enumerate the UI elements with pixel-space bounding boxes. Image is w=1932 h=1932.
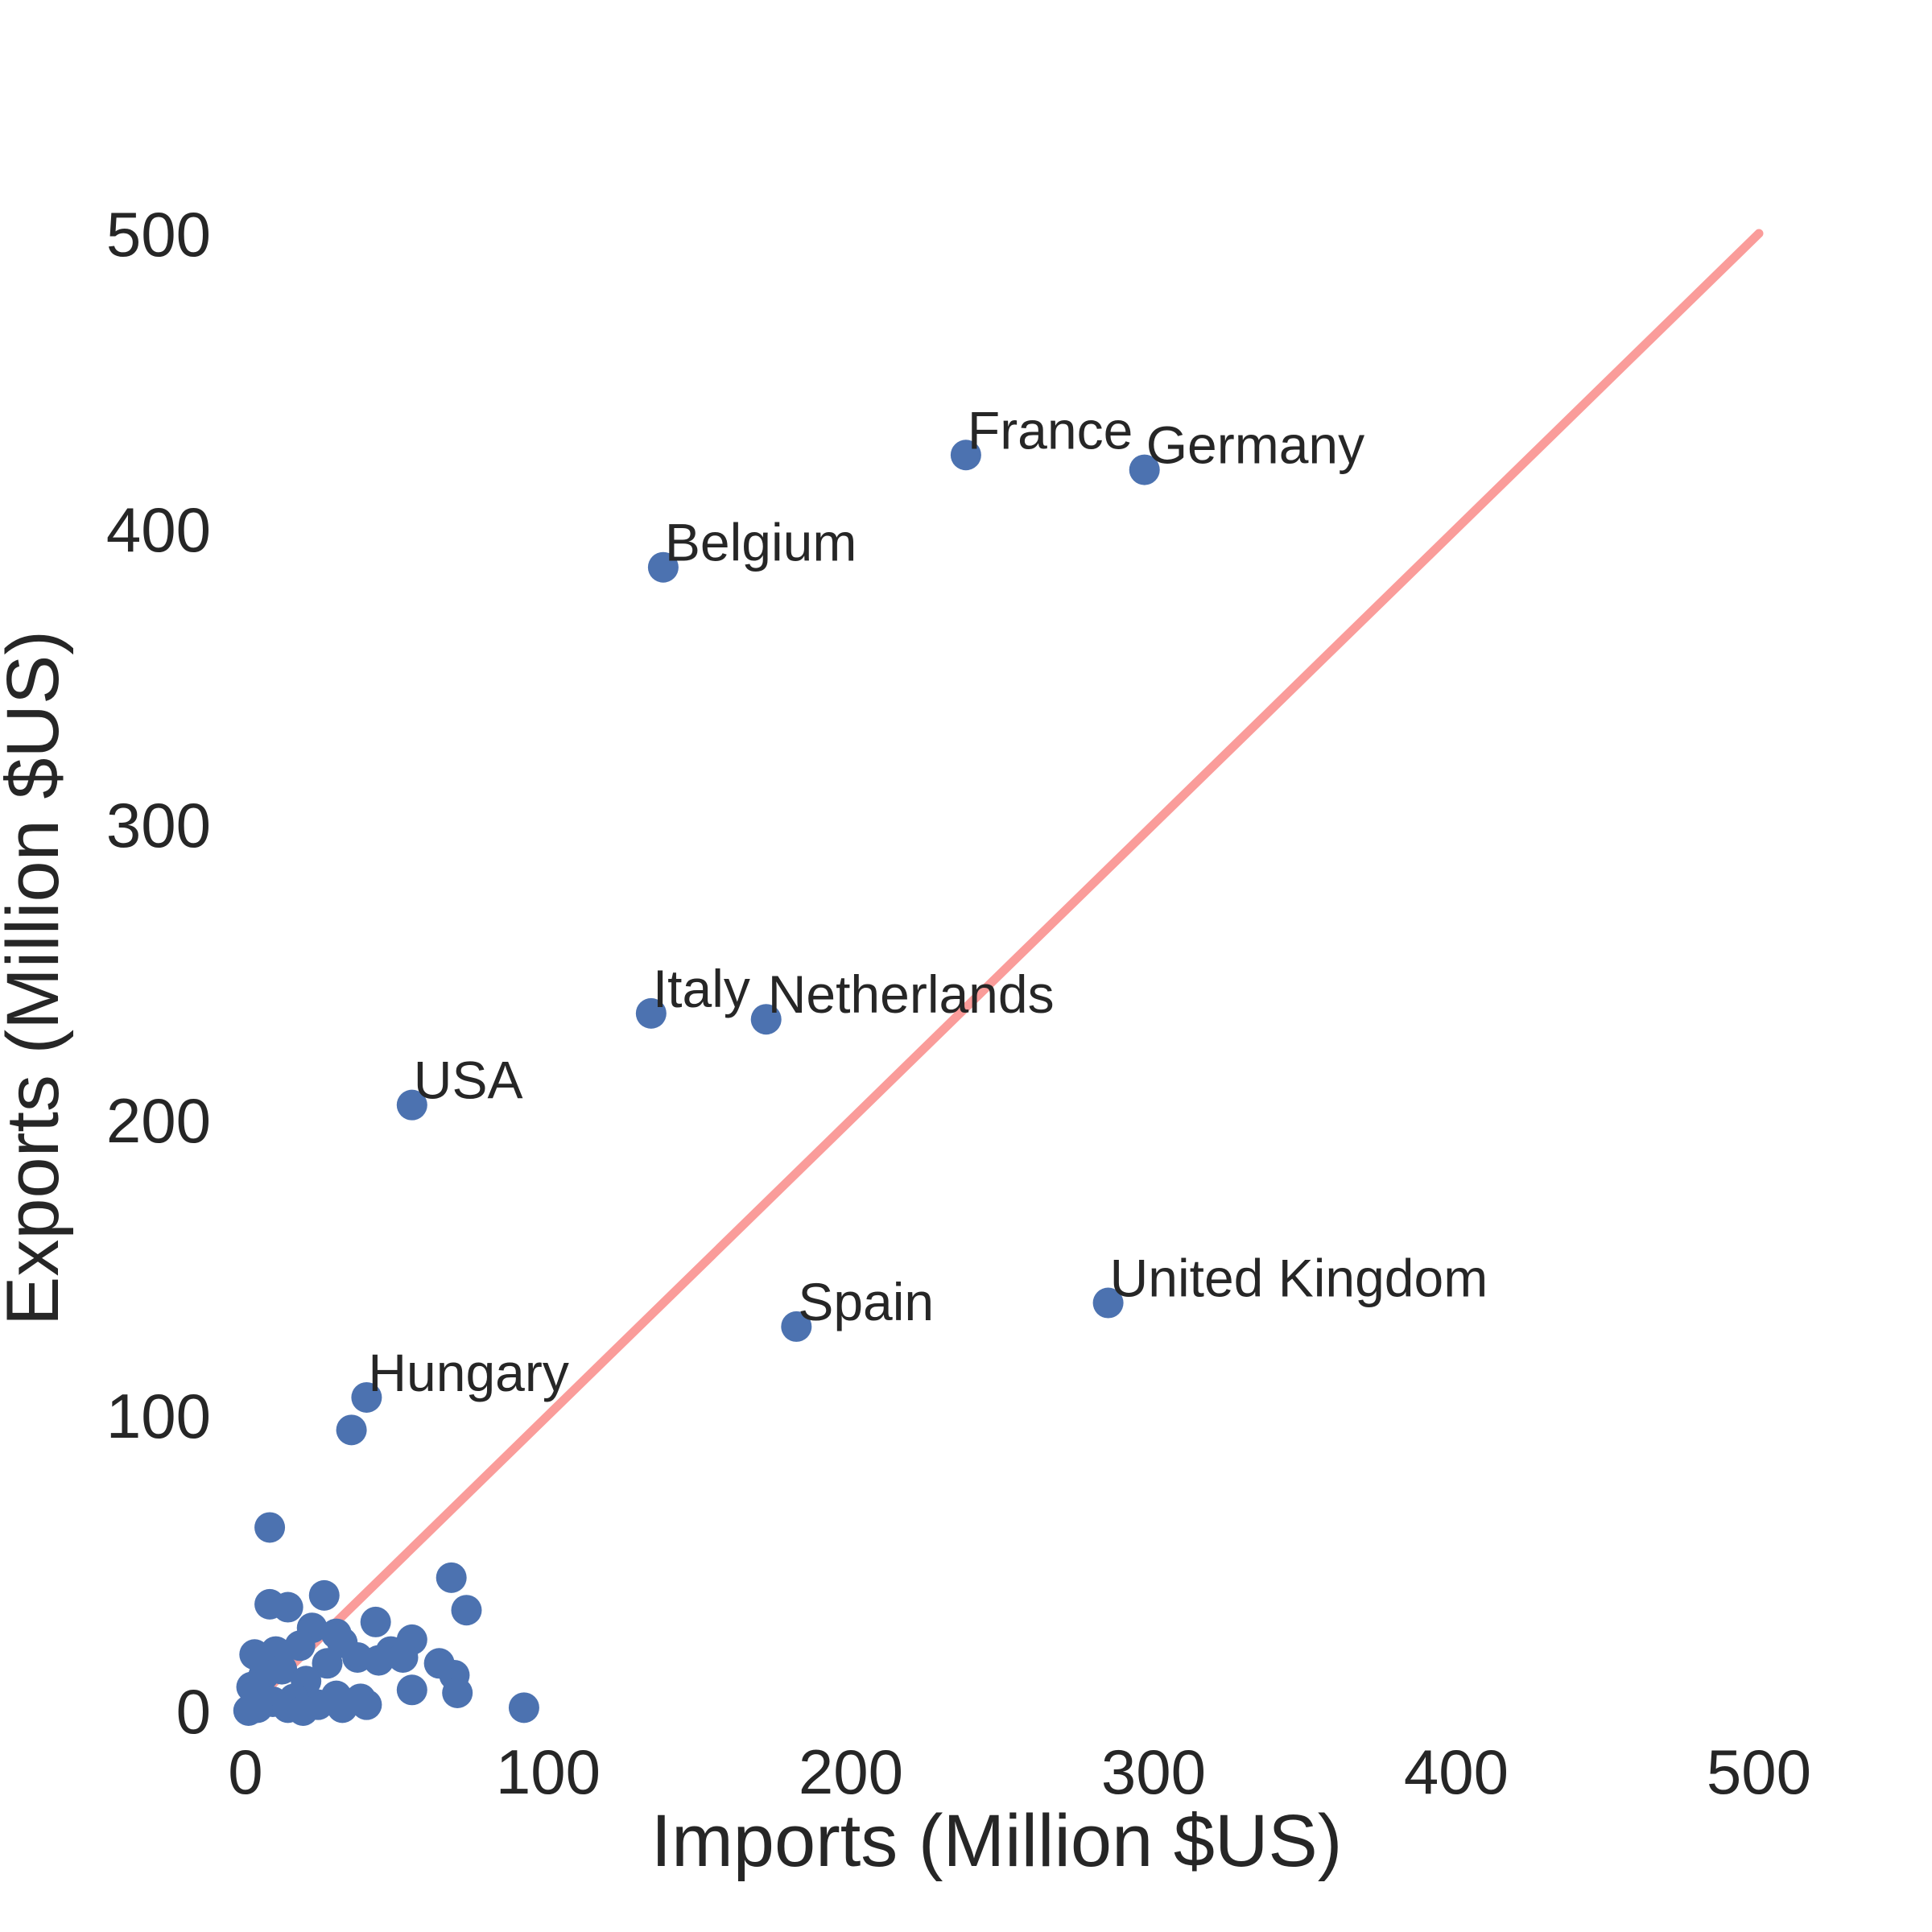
- scatter-points-layer: [233, 440, 1160, 1726]
- scatter-point: [436, 1562, 467, 1593]
- reference-line: [241, 229, 1764, 1715]
- x-tick-label: 300: [1101, 1736, 1206, 1807]
- scatter-point: [312, 1648, 343, 1679]
- point-label: Germany: [1146, 415, 1364, 475]
- y-tick-label: 400: [106, 494, 211, 565]
- scatter-point: [287, 1695, 319, 1726]
- x-tick-label: 200: [799, 1736, 903, 1807]
- scatter-point-labeled: [351, 1381, 382, 1413]
- scatter-point: [327, 1692, 358, 1724]
- scatter-point: [387, 1641, 419, 1673]
- y-tick-label: 100: [106, 1381, 211, 1451]
- y-tick-label: 0: [176, 1676, 211, 1747]
- x-tick-label: 100: [496, 1736, 601, 1807]
- scatter-point: [351, 1689, 382, 1720]
- y-tick-label: 500: [106, 199, 211, 270]
- point-labels-layer: France Germany Belgium Italy Netherlands USA U…: [368, 400, 1488, 1402]
- scatter-point: [254, 1512, 286, 1543]
- y-tick-label: 300: [106, 790, 211, 861]
- scatter-point-labeled: [1092, 1287, 1124, 1319]
- point-label: Netherlands: [768, 964, 1055, 1024]
- scatter-point-labeled: [1129, 454, 1160, 485]
- point-label: Italy: [653, 959, 750, 1018]
- scatter-point: [233, 1695, 264, 1726]
- scatter-point-labeled: [647, 551, 679, 583]
- scatter-point: [508, 1692, 539, 1724]
- y-axis-title: Exports (Million $US): [0, 630, 74, 1326]
- scatter-point: [451, 1595, 482, 1626]
- scatter-point-labeled: [950, 440, 981, 471]
- scatter-point: [284, 1630, 316, 1662]
- point-label: France: [968, 400, 1133, 460]
- scatter-point-labeled: [750, 1004, 782, 1035]
- point-label: Spain: [798, 1272, 934, 1331]
- point-label: Hungary: [368, 1343, 568, 1402]
- x-axis-ticks: 0 100 200 300 400 500: [228, 1736, 1811, 1807]
- scatter-point: [363, 1645, 394, 1676]
- scatter-point-labeled: [781, 1311, 812, 1342]
- scatter-point: [396, 1674, 427, 1706]
- scatter-point: [442, 1677, 473, 1708]
- y-tick-label: 200: [106, 1085, 211, 1156]
- scatter-point-labeled: [635, 997, 667, 1029]
- scatter-point: [336, 1414, 367, 1446]
- scatter-point: [272, 1591, 303, 1623]
- x-tick-label: 500: [1707, 1736, 1811, 1807]
- point-label: USA: [414, 1051, 523, 1110]
- x-tick-label: 400: [1404, 1736, 1509, 1807]
- point-label: United Kingdom: [1110, 1249, 1488, 1308]
- reference-line-layer: [241, 229, 1764, 1715]
- scatter-point-labeled: [396, 1089, 427, 1121]
- y-axis-ticks: 0 100 200 300 400 500: [106, 199, 211, 1747]
- x-axis-title: Imports (Million $US): [651, 1800, 1343, 1882]
- scatter-point: [308, 1579, 340, 1611]
- scatter-point: [360, 1606, 391, 1637]
- point-label: Belgium: [665, 513, 857, 572]
- x-tick-label: 0: [228, 1736, 262, 1807]
